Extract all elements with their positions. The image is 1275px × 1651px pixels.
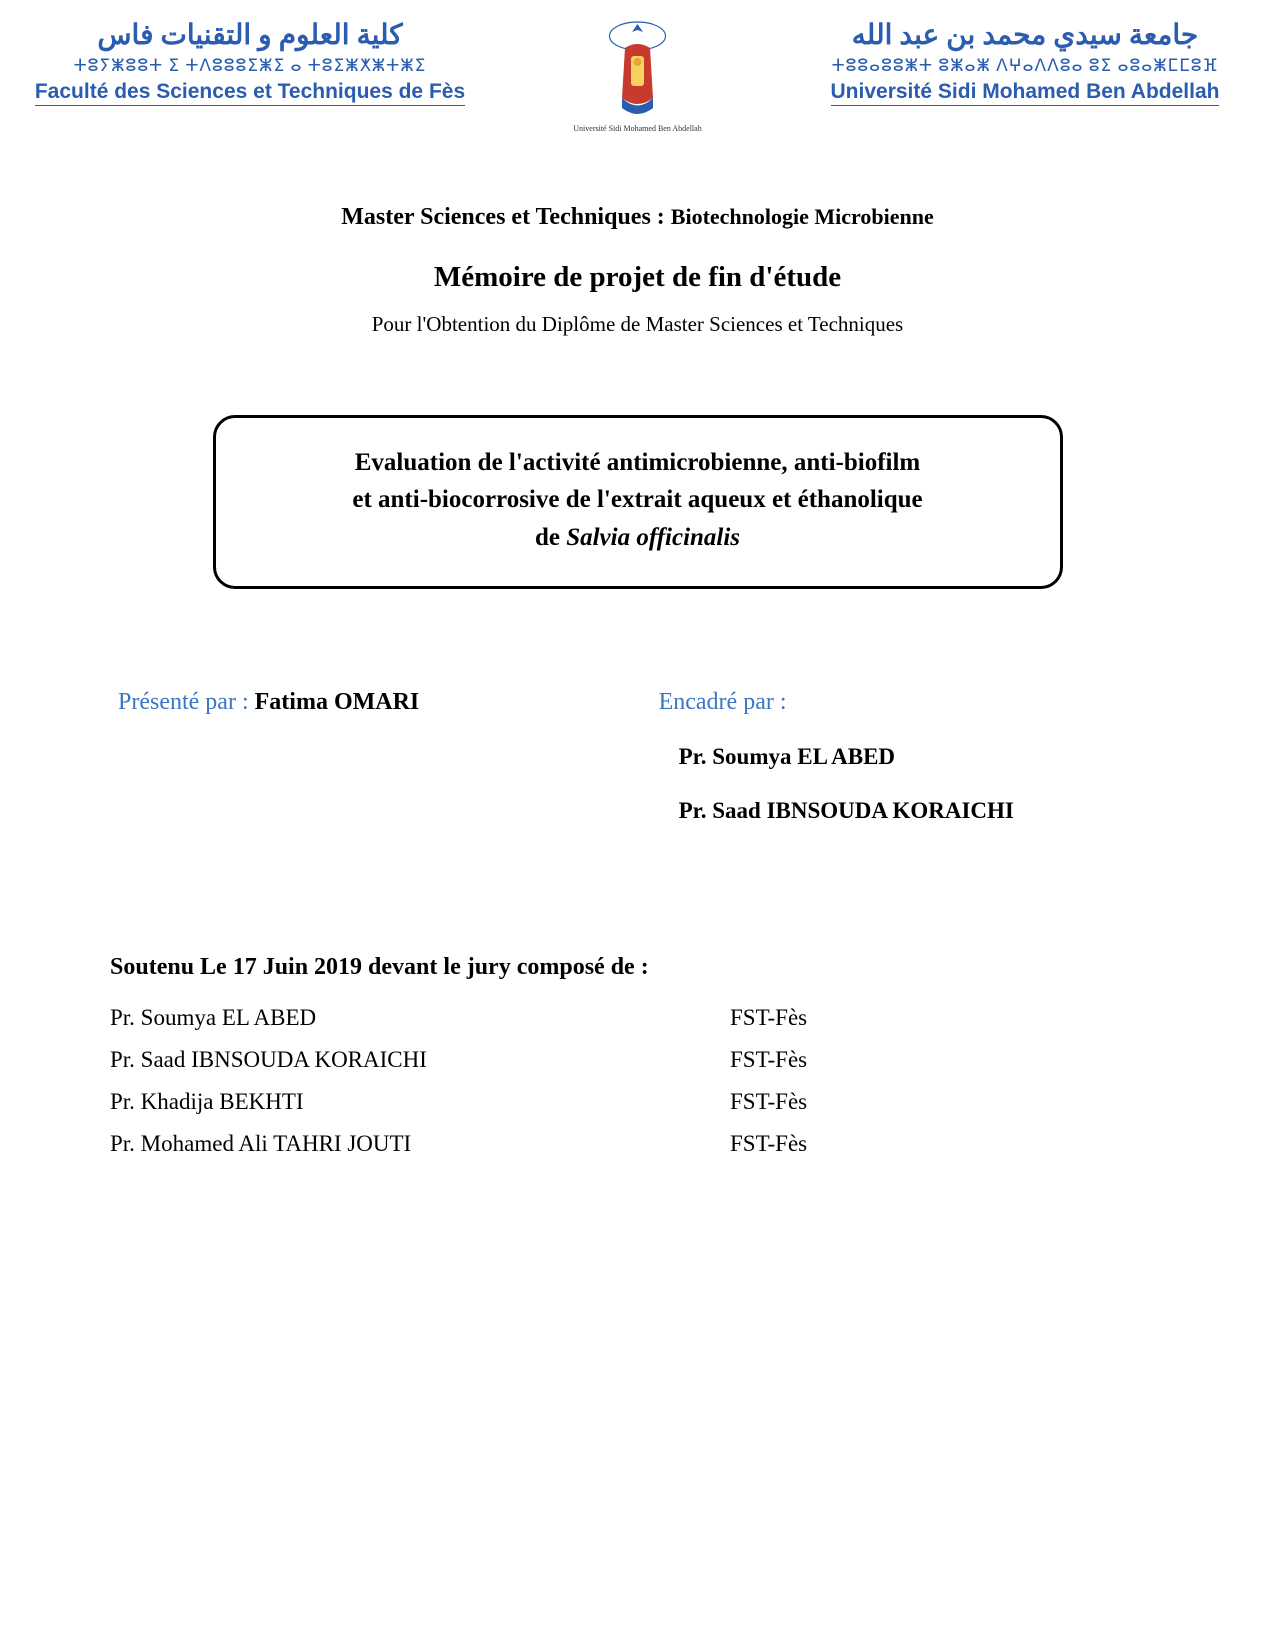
- university-name-arabic: جامعة سيدي محمد بن عبد الله: [805, 18, 1245, 52]
- jury-member-name: Pr. Mohamed Ali TAHRI JOUTI: [110, 1131, 730, 1157]
- presented-by-label: Présenté par :: [118, 689, 255, 715]
- author-column: Présenté par : Fatima OMARI: [110, 689, 659, 824]
- jury-member-institution: FST-Fès: [730, 1005, 807, 1031]
- faculty-name-french-text: Faculté des Sciences et Techniques de Fè…: [35, 80, 465, 106]
- header-right-block: جامعة سيدي محمد بن عبد الله ⵜⵓⵓⴰⵓⵓⵥⵜ ⵓⵥⴰ…: [805, 18, 1245, 106]
- supervisor-2: Pr. Saad IBNSOUDA KORAICHI: [679, 798, 1165, 824]
- jury-member-name: Pr. Soumya EL ABED: [110, 1005, 730, 1031]
- jury-section: Soutenu Le 17 Juin 2019 devant le jury c…: [110, 954, 1165, 1157]
- faculty-name-arabic: كلية العلوم و التقنيات فاس: [30, 18, 470, 52]
- header-left-block: كلية العلوم و التقنيات فاس ⵜⵓⵢⵥⵓⵓⵜ ⵉ ⵜⴷⵓ…: [30, 18, 470, 106]
- faculty-name-tifinagh: ⵜⵓⵢⵥⵓⵓⵜ ⵉ ⵜⴷⵓⵓⵓⵉⵥⵉ ⴰ ⵜⵓⵉⵥⵅⵥⵜⵥⵉ: [30, 56, 470, 76]
- faculty-name-french: Faculté des Sciences et Techniques de Fè…: [30, 80, 470, 106]
- author-name: Fatima OMARI: [255, 689, 420, 715]
- title-species-name: Salvia officinalis: [566, 524, 740, 551]
- jury-member-name: Pr. Saad IBNSOUDA KORAICHI: [110, 1047, 730, 1073]
- supervisor-column: Encadré par : Pr. Soumya EL ABED Pr. Saa…: [659, 689, 1165, 824]
- document-body: Master Sciences et Techniques : Biotechn…: [0, 134, 1275, 1158]
- university-name-french: Université Sidi Mohamed Ben Abdellah: [805, 80, 1245, 106]
- people-section: Présenté par : Fatima OMARI Encadré par …: [110, 689, 1165, 824]
- program-line: Master Sciences et Techniques : Biotechn…: [110, 204, 1165, 231]
- jury-row: Pr. Khadija BEKHTI FST-Fès: [110, 1089, 1165, 1115]
- jury-row: Pr. Saad IBNSOUDA KORAICHI FST-Fès: [110, 1047, 1165, 1073]
- thesis-title-box: Evaluation de l'activité antimicrobienne…: [213, 415, 1063, 590]
- program-specialization: Biotechnologie Microbienne: [671, 204, 934, 229]
- jury-heading: Soutenu Le 17 Juin 2019 devant le jury c…: [110, 954, 1165, 981]
- university-logo-icon: [595, 18, 680, 123]
- logo-caption: Université Sidi Mohamed Ben Abdellah: [573, 125, 701, 134]
- university-name-tifinagh: ⵜⵓⵓⴰⵓⵓⵥⵜ ⵓⵥⴰⵥ ⴷⵖⴰⴷⴷⵓⴰ ⵓⵉ ⴰⵓⴰⵥⵎⵎⵓⴼ: [805, 56, 1245, 76]
- memoire-heading: Mémoire de projet de fin d'étude: [110, 261, 1165, 294]
- jury-row: Pr. Soumya EL ABED FST-Fès: [110, 1005, 1165, 1031]
- jury-member-institution: FST-Fès: [730, 1047, 807, 1073]
- jury-row: Pr. Mohamed Ali TAHRI JOUTI FST-Fès: [110, 1131, 1165, 1157]
- supervisor-1: Pr. Soumya EL ABED: [679, 744, 1165, 770]
- title-line-3-prefix: de: [535, 524, 566, 551]
- header-logo-block: Université Sidi Mohamed Ben Abdellah: [568, 18, 708, 134]
- university-name-french-text: Université Sidi Mohamed Ben Abdellah: [831, 80, 1220, 106]
- supervised-by-label: Encadré par :: [659, 689, 1165, 716]
- jury-member-institution: FST-Fès: [730, 1131, 807, 1157]
- title-line-1: Evaluation de l'activité antimicrobienne…: [355, 449, 921, 476]
- document-header: كلية العلوم و التقنيات فاس ⵜⵓⵢⵥⵓⵓⵜ ⵉ ⵜⴷⵓ…: [0, 0, 1275, 134]
- title-line-2: et anti-biocorrosive de l'extrait aqueux…: [352, 486, 922, 513]
- diplome-subheading: Pour l'Obtention du Diplôme de Master Sc…: [110, 312, 1165, 337]
- jury-member-institution: FST-Fès: [730, 1089, 807, 1115]
- program-prefix: Master Sciences et Techniques :: [341, 204, 671, 230]
- jury-member-name: Pr. Khadija BEKHTI: [110, 1089, 730, 1115]
- thesis-title-text: Evaluation de l'activité antimicrobienne…: [254, 444, 1022, 557]
